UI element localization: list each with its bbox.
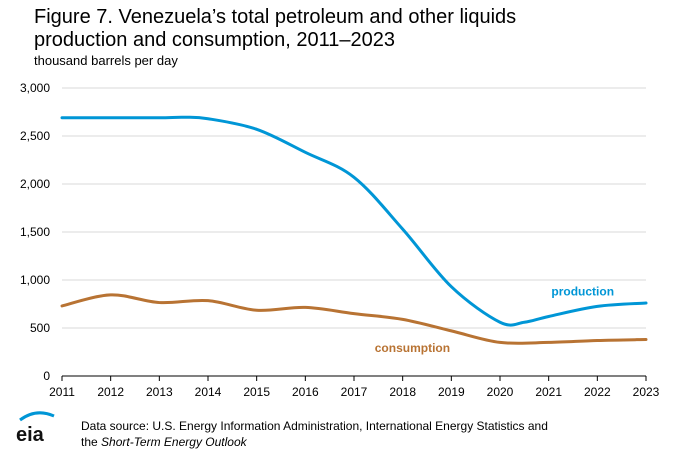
x-tick-label: 2014 bbox=[195, 385, 222, 399]
series-label-production: production bbox=[551, 284, 614, 298]
x-tick-label: 2016 bbox=[292, 385, 319, 399]
series-line-consumption bbox=[60, 293, 648, 345]
eia-logo bbox=[14, 408, 66, 448]
y-tick-label: 2,000 bbox=[20, 177, 50, 191]
eia-logo-text: eia bbox=[16, 424, 44, 446]
x-tick-label: 2022 bbox=[584, 385, 611, 399]
gridlines bbox=[61, 87, 647, 381]
data-source-steo: Short-Term Energy Outlook bbox=[101, 435, 247, 449]
x-tick-label: 2019 bbox=[438, 385, 465, 399]
eia-logo-icon bbox=[19, 411, 55, 422]
data-source-line-1: Data source: U.S. Energy Information Adm… bbox=[81, 419, 548, 433]
y-tick-label: 500 bbox=[30, 321, 50, 335]
y-tick-label: 0 bbox=[43, 369, 50, 383]
series-label-consumption: consumption bbox=[375, 341, 450, 355]
series-line-production bbox=[60, 115, 648, 327]
data-source-note: Data source: U.S. Energy Information Adm… bbox=[81, 418, 548, 450]
y-axis-unit-label: thousand barrels per day bbox=[34, 53, 178, 68]
series-lines bbox=[60, 115, 648, 345]
x-tick-label: 2011 bbox=[49, 385, 75, 399]
x-tick-label: 2017 bbox=[341, 385, 368, 399]
data-source-line-2: the Short-Term Energy Outlook bbox=[81, 434, 548, 450]
x-axis-tick-labels: 2011 2012 2013 2014 2015 2016 2017 2018 2019 2020… bbox=[49, 385, 660, 399]
y-tick-label: 1,500 bbox=[20, 225, 50, 239]
x-tick-label: 2012 bbox=[97, 385, 124, 399]
chart-title: Figure 7. Venezuela’s total petroleum an… bbox=[34, 6, 517, 51]
x-tick-label: 2023 bbox=[633, 385, 660, 399]
data-source-line-2-prefix: the bbox=[81, 435, 102, 449]
y-tick-label: 1,000 bbox=[20, 273, 50, 287]
x-tick-label: 2015 bbox=[243, 385, 270, 399]
x-tick-label: 2018 bbox=[389, 385, 416, 399]
series-labels: production consumption bbox=[375, 284, 614, 355]
y-tick-label: 3,000 bbox=[20, 81, 50, 95]
y-axis-tick-labels: 0 500 1,000 1,500 2,000 2,500 3,000 bbox=[20, 81, 50, 383]
x-tick-label: 2013 bbox=[146, 385, 173, 399]
y-tick-label: 2,500 bbox=[20, 129, 50, 143]
x-tick-label: 2020 bbox=[487, 385, 514, 399]
x-tick-label: 2021 bbox=[535, 385, 562, 399]
